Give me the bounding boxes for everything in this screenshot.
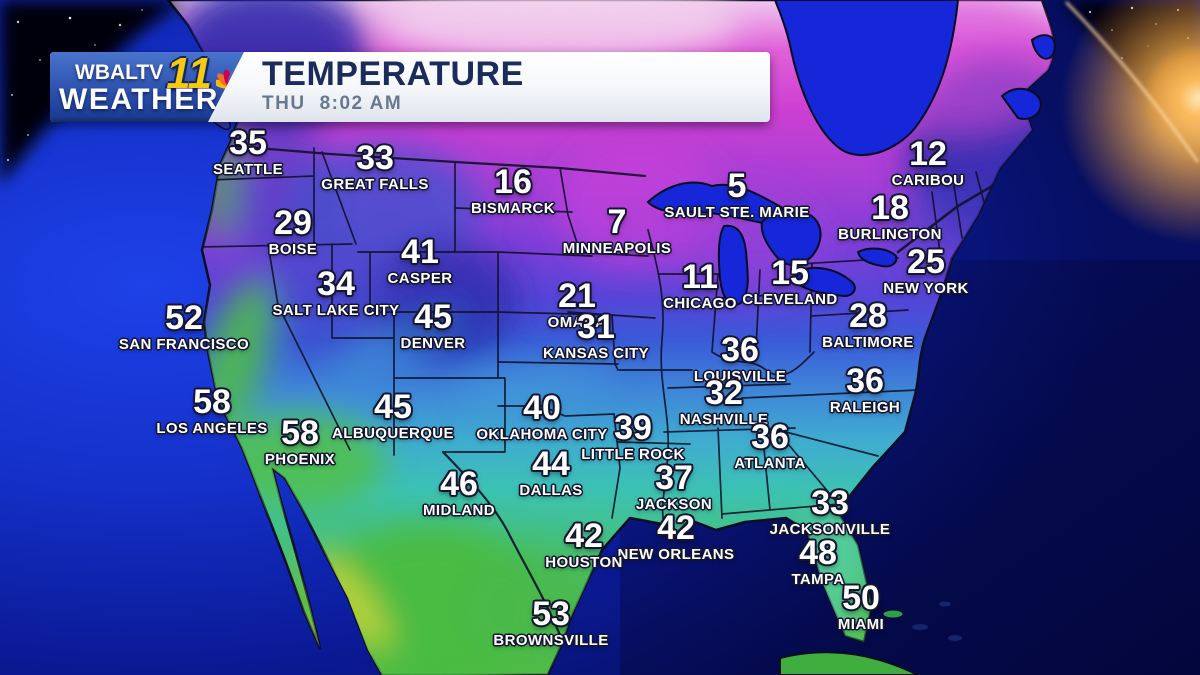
state-borders [199,144,1018,642]
channel-number: 11 [166,49,212,98]
lake-michigan [717,224,749,306]
lakes-and-bays [317,0,1056,306]
time-label: 8:02 AM [319,93,403,114]
space-corner-top-right [1060,0,1200,245]
earth-limb [1065,1,1200,163]
day-label: THU [262,93,306,114]
header-banner: TEMPERATURE THU 8:02 AM WBALTV 11 [50,52,770,122]
station-call-letters: WBALTV [75,61,164,84]
gulf-of-st-lawrence [1000,34,1056,120]
station-brand: WEATHER [59,83,219,116]
hudson-bay [773,0,960,157]
lake-huron [760,208,822,266]
page-title: TEMPERATURE [262,55,524,93]
lake-erie [794,266,856,298]
banner-titles: TEMPERATURE THU 8:02 AM [262,56,524,115]
lake-ontario [856,247,898,268]
station-logo-line1: WBALTV 11 [75,52,244,96]
timestamp: THU 8:02 AM [262,93,524,115]
great-salt-lake [317,282,337,298]
station-logo: WBALTV 11 WEATHER [50,52,244,122]
caribbean-islands [779,601,962,675]
